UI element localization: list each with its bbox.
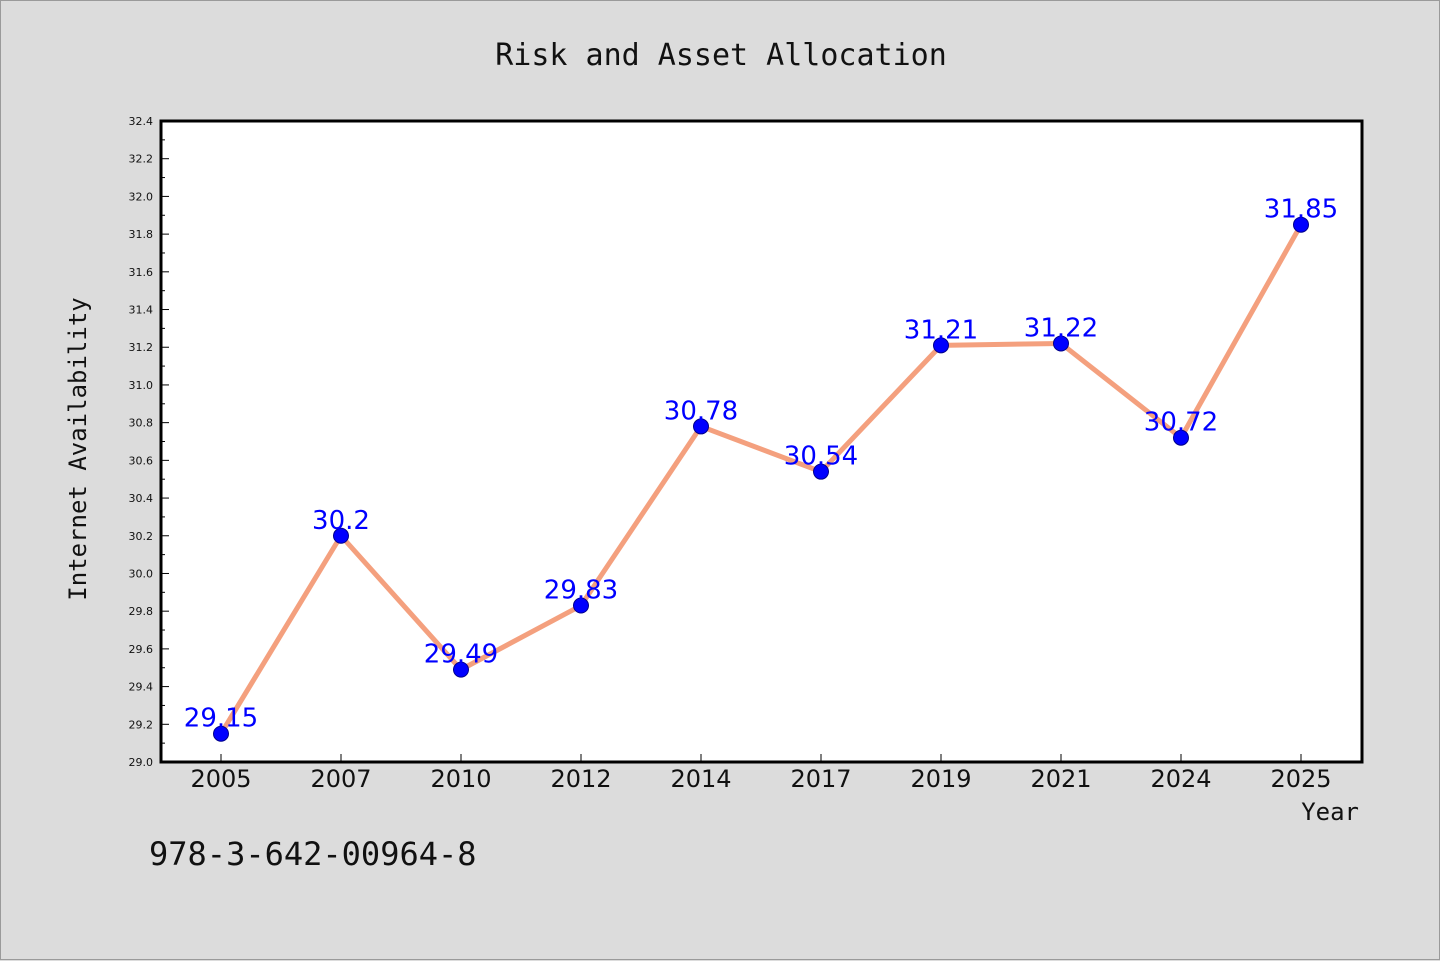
data-point xyxy=(213,725,229,742)
data-point xyxy=(693,418,709,435)
x-axis-label: Year xyxy=(1301,798,1359,826)
data-label: 30.54 xyxy=(784,442,858,472)
y-tick-label: 30.8 xyxy=(129,417,154,430)
y-tick-label: 31.0 xyxy=(129,379,154,392)
y-tick-label: 29.6 xyxy=(129,643,154,656)
data-point xyxy=(333,527,349,544)
data-label: 31.21 xyxy=(904,315,978,345)
data-point xyxy=(573,597,589,614)
data-label: 30.2 xyxy=(312,506,370,536)
x-tick-label: 2021 xyxy=(1030,765,1091,793)
data-label: 31.85 xyxy=(1264,195,1338,225)
x-tick-label: 2012 xyxy=(550,765,611,793)
x-tick-label: 2019 xyxy=(910,765,971,793)
x-tick-label: 2024 xyxy=(1150,765,1211,793)
data-point xyxy=(1053,335,1069,352)
x-tick-label: 2007 xyxy=(310,765,371,793)
data-label: 30.78 xyxy=(664,396,738,426)
data-point xyxy=(1173,429,1189,446)
data-point xyxy=(813,463,829,480)
y-tick-label: 31.6 xyxy=(129,266,154,279)
y-tick-label: 32.4 xyxy=(129,115,154,128)
x-tick-label: 2025 xyxy=(1270,765,1331,793)
y-tick-label: 32.0 xyxy=(129,190,154,203)
y-axis-label: Internet Availability xyxy=(64,297,92,600)
data-label: 29.49 xyxy=(424,640,498,670)
y-tick-label: 29.0 xyxy=(129,756,154,769)
series-line xyxy=(218,222,1304,737)
data-series xyxy=(213,216,1309,742)
x-tick-label: 2010 xyxy=(430,765,491,793)
data-labels: 29.15 30.2 29.49 29.83 30.78 30.54 31.21 31.22 3… xyxy=(184,195,1338,734)
data-label: 31.22 xyxy=(1024,313,1098,343)
data-label: 29.83 xyxy=(544,576,618,606)
y-tick-label: 31.4 xyxy=(129,304,154,317)
x-tick-label: 2014 xyxy=(670,765,731,793)
x-tick-label: 2005 xyxy=(190,765,251,793)
y-tick-label: 31.2 xyxy=(129,341,154,354)
data-label: 30.72 xyxy=(1144,408,1218,438)
y-tick-label: 32.2 xyxy=(129,153,154,166)
y-tick-label: 30.4 xyxy=(129,492,154,505)
y-tick-label: 31.8 xyxy=(129,228,154,241)
y-tick-label: 29.2 xyxy=(129,718,154,731)
y-axis-ticks: 29.0 29.2 29.4 29.6 29.8 30.0 30.2 30.4 30.6 30.8… xyxy=(129,115,169,769)
y-tick-label: 29.4 xyxy=(129,681,154,694)
y-tick-label: 30.0 xyxy=(129,567,154,580)
data-point xyxy=(453,661,469,678)
chart-title: Risk and Asset Allocation xyxy=(495,38,947,73)
data-point xyxy=(1293,216,1309,233)
x-tick-label: 2017 xyxy=(790,765,851,793)
plot-area xyxy=(159,119,1364,764)
y-tick-label: 30.2 xyxy=(129,530,154,543)
x-axis-ticks: 2005 2007 2010 2012 2014 2017 2019 2021 2024 2025 xyxy=(190,754,1332,793)
data-point xyxy=(933,337,949,354)
y-tick-label: 29.8 xyxy=(129,605,154,618)
y-tick-label: 30.6 xyxy=(129,454,154,467)
isbn-text: 978-3-642-00964-8 xyxy=(149,835,477,873)
data-label: 29.15 xyxy=(184,704,258,734)
